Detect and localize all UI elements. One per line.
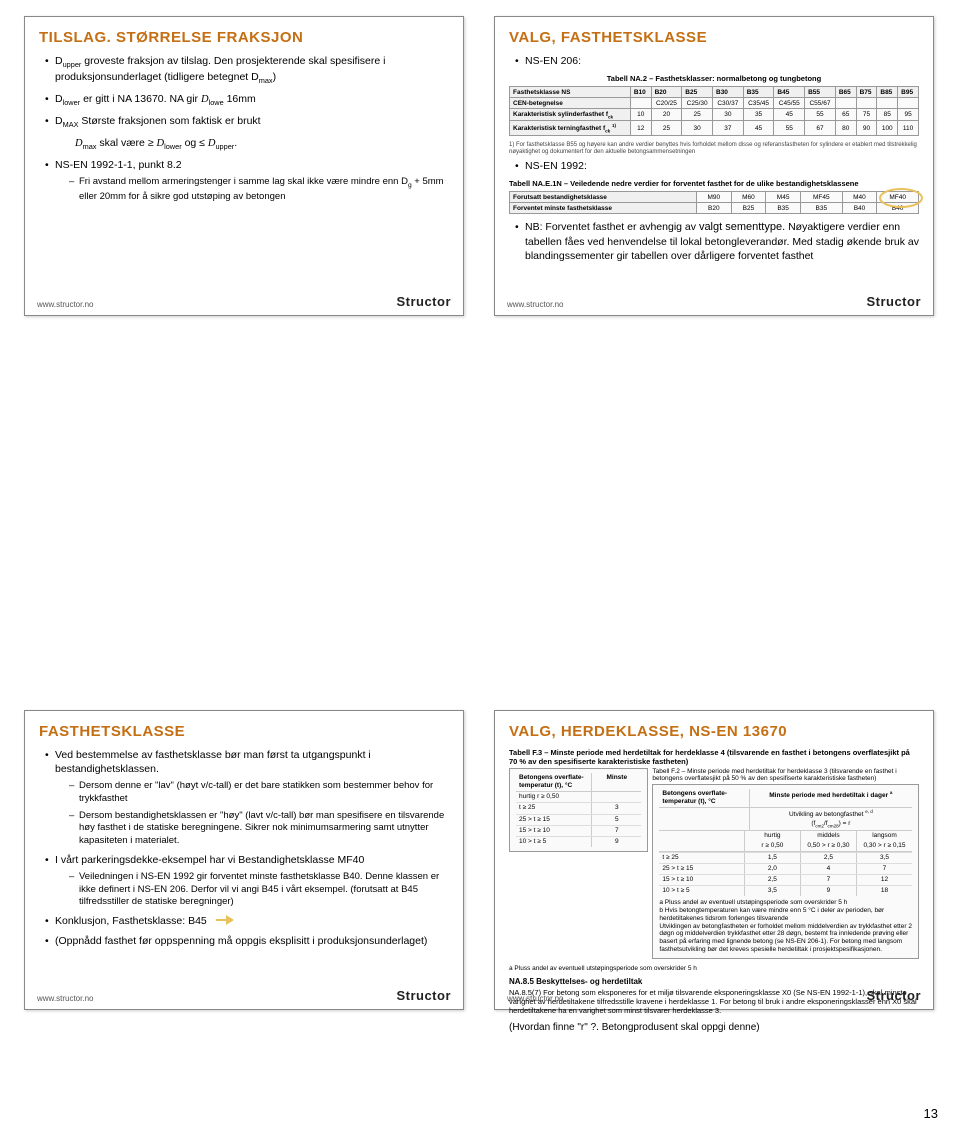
slide-title: TILSLAG. STØRRELSE FRAKSJON [39,29,449,46]
footer-url: www.structor.no [37,994,93,1003]
bullet: Konklusjon, Fasthetsklasse: B45 [45,914,449,928]
footer-url: www.structor.no [507,994,563,1003]
bottom-note: (Hvordan finne "r" ?. Betongprodusent sk… [509,1022,919,1033]
table-caption: Tabell F.3 – Minste periode med herdetil… [509,748,919,766]
slide-tilslag: TILSLAG. STØRRELSE FRAKSJON Dupper grove… [24,16,464,316]
bullet: (Oppnådd fasthet før oppspenning må oppg… [45,934,449,948]
section-body: NA.8.5(7) For betong som eksponeres for … [509,988,919,1016]
slide-herdeklasse: VALG, HERDEKLASSE, NS-EN 13670 Tabell F.… [494,710,934,1010]
slide-fasthetsklasse: FASTHETSKLASSE Ved bestemmelse av fasthe… [24,710,464,1010]
footer-brand: Structor [396,294,451,309]
footer-brand: Structor [866,988,921,1003]
table-f2: Betongens overflate-temperatur (t), °C M… [652,784,919,959]
table-caption: Tabell F.2 – Minste periode med herdetil… [652,768,919,782]
bullet: NB: Forventet fasthet er avhengig av val… [515,220,919,263]
bullet: NS-EN 1992-1-1, punkt 8.2 Fri avstand me… [45,158,449,203]
slide-title: VALG, FASTHETSKLASSE [509,29,919,46]
bullet: Ved bestemmelse av fasthetsklasse bør ma… [45,748,449,847]
footer-url: www.structor.no [507,300,563,309]
sub-bullet: Dersom denne er "lav" (høyt v/c-tall) er… [69,780,449,805]
slide-valg-fasthet: VALG, FASTHETSKLASSE NS-EN 206: Tabell N… [494,16,934,316]
bullet: Dlower er gitt i NA 13670. NA gir Dlowe … [45,92,449,108]
bullet: NS-EN 206: [515,54,919,68]
section-heading: NA.8.5 Beskyttelses- og herdetiltak [509,977,919,986]
table-caption: Tabell NA.E.1N – Veiledende nedre verdie… [509,179,919,188]
slide-title: VALG, HERDEKLASSE, NS-EN 13670 [509,723,919,740]
sub-bullet: Fri avstand mellom armeringstenger i sam… [69,176,449,203]
table-f3: Betongens overflate-temperatur (t), °C M… [509,768,648,852]
table-caption: Tabell NA.2 – Fasthetsklasser: normalbet… [509,74,919,83]
table-footnote: 1) For fasthetsklasse B55 og høyere kan … [509,142,919,155]
table-fasthetsklasser: Fasthetsklasse NSB10B20B25B30B35B45B55B6… [509,86,919,136]
arrow-icon [210,915,232,925]
sub-bullet: Veiledningen i NS-EN 1992 gir forventet … [69,871,449,908]
bullet: I vårt parkeringsdekke-eksempel har vi B… [45,853,449,908]
footer-brand: Structor [396,988,451,1003]
slide-title: FASTHETSKLASSE [39,723,449,740]
footer-url: www.structor.no [37,300,93,309]
bullet: Dupper groveste fraksjon av tilslag. Den… [45,54,449,86]
table-bestandighet: Forutsatt bestandighetsklasseM90M60M45MF… [509,191,919,214]
bullet: DMAX Største fraksjonen som faktisk er b… [45,114,449,152]
bullet: NS-EN 1992: [515,159,919,173]
expression: Dmax skal være ≥ Dlower og ≤ Dupper. [75,136,449,152]
footer-brand: Structor [866,294,921,309]
sub-bullet: Dersom bestandighetsklassen er "høy" (la… [69,810,449,847]
page-number: 13 [924,1106,938,1121]
